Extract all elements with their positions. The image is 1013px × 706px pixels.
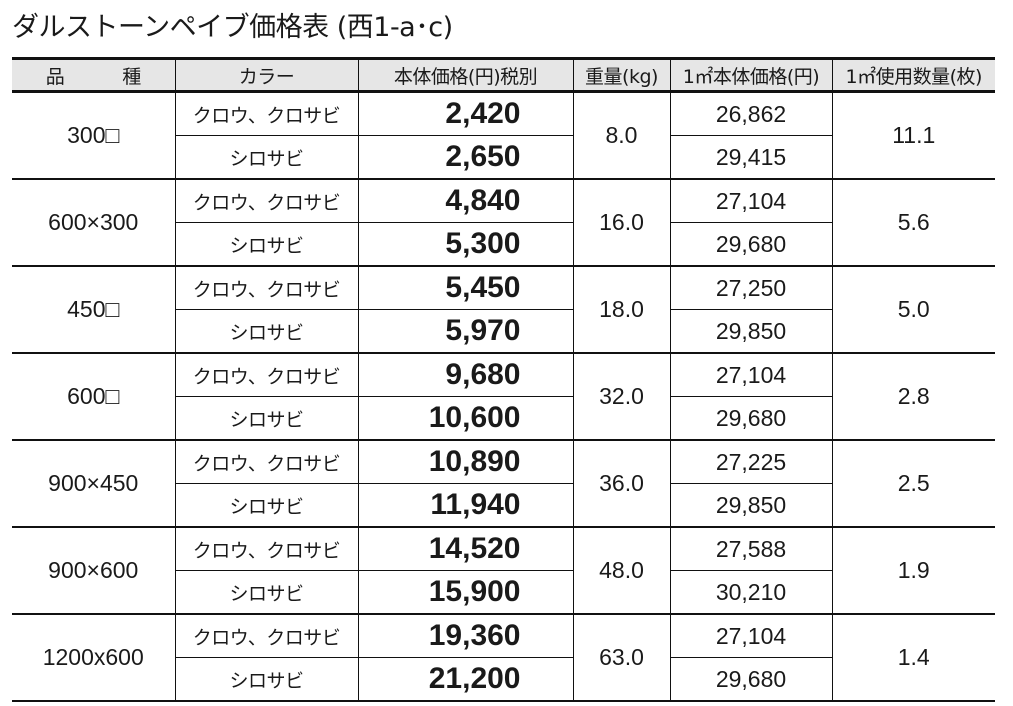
table-row: 450□ クロウ、クロサビ 5,450 18.0 27,250 5.0 <box>12 266 995 354</box>
m2-qty-cell: 1.4 <box>831 614 995 702</box>
header-product-part1: 品 <box>45 65 65 88</box>
price-cell: 5,970 <box>357 309 573 354</box>
product-cell: 600□ <box>12 353 175 441</box>
m2-price-cell: 29,680 <box>669 222 832 267</box>
weight-cell: 48.0 <box>572 527 670 615</box>
header-m2-price: 1㎡本体価格(円) <box>669 57 832 93</box>
header-product: 品種 <box>12 57 175 93</box>
m2-qty-cell: 5.6 <box>831 179 995 267</box>
m2-price-cell: 30,210 <box>669 570 832 615</box>
m2-price-cell: 27,104 <box>669 179 832 223</box>
color-cell: シロサビ <box>174 657 358 702</box>
weight-cell: 32.0 <box>572 353 670 441</box>
color-cell: シロサビ <box>174 483 358 528</box>
m2-price-cell: 27,250 <box>669 266 832 310</box>
color-cell: クロウ、クロサビ <box>174 353 358 397</box>
price-cell: 14,520 <box>357 527 573 571</box>
price-cell: 2,650 <box>357 135 573 180</box>
price-cell: 15,900 <box>357 570 573 615</box>
table-row: シロサビ 2,650 29,415 <box>12 135 995 180</box>
table-row: 900×600 クロウ、クロサビ 14,520 48.0 27,588 1.9 <box>12 527 995 615</box>
header-weight: 重量(kg) <box>572 57 670 93</box>
m2-price-cell: 29,850 <box>669 483 832 528</box>
table-row: シロサビ 10,600 29,680 <box>12 396 995 441</box>
price-cell: 4,840 <box>357 179 573 223</box>
table-row: 600□ クロウ、クロサビ 9,680 32.0 27,104 2.8 <box>12 353 995 441</box>
table-row: 600×300 クロウ、クロサビ 4,840 16.0 27,104 5.6 <box>12 179 995 267</box>
color-cell: クロウ、クロサビ <box>174 266 358 310</box>
table-body: 300□ クロウ、クロサビ 2,420 8.0 26,862 11.1 シロサビ… <box>12 91 995 702</box>
m2-qty-cell: 2.5 <box>831 440 995 528</box>
header-color: カラー <box>174 57 358 93</box>
m2-price-cell: 26,862 <box>669 91 832 136</box>
header-m2-qty: 1㎡使用数量(枚) <box>831 57 995 93</box>
color-cell: クロウ、クロサビ <box>174 614 358 658</box>
m2-qty-cell: 1.9 <box>831 527 995 615</box>
price-table: 品種 カラー 本体価格(円)税別 重量(kg) 1㎡本体価格(円) 1㎡使用数量… <box>12 57 995 702</box>
m2-price-cell: 29,415 <box>669 135 832 180</box>
color-cell: シロサビ <box>174 309 358 354</box>
table-row: 900×450 クロウ、クロサビ 10,890 36.0 27,225 2.5 <box>12 440 995 528</box>
price-cell: 9,680 <box>357 353 573 397</box>
color-cell: シロサビ <box>174 135 358 180</box>
color-cell: シロサビ <box>174 570 358 615</box>
table-row: シロサビ 11,940 29,850 <box>12 483 995 528</box>
m2-price-cell: 29,850 <box>669 309 832 354</box>
m2-price-cell: 27,104 <box>669 614 832 658</box>
m2-qty-cell: 5.0 <box>831 266 995 354</box>
weight-cell: 63.0 <box>572 614 670 702</box>
price-cell: 10,890 <box>357 440 573 484</box>
product-cell: 1200x600 <box>12 614 175 702</box>
m2-price-cell: 27,225 <box>669 440 832 484</box>
price-cell: 5,450 <box>357 266 573 310</box>
product-cell: 300□ <box>12 91 175 180</box>
weight-cell: 18.0 <box>572 266 670 354</box>
product-cell: 450□ <box>12 266 175 354</box>
color-cell: クロウ、クロサビ <box>174 91 358 136</box>
table-row: シロサビ 5,300 29,680 <box>12 222 995 267</box>
weight-cell: 16.0 <box>572 179 670 267</box>
m2-qty-cell: 11.1 <box>831 91 995 180</box>
color-cell: シロサビ <box>174 222 358 267</box>
m2-price-cell: 29,680 <box>669 396 832 441</box>
table-row: シロサビ 5,970 29,850 <box>12 309 995 354</box>
weight-cell: 8.0 <box>572 91 670 180</box>
color-cell: シロサビ <box>174 396 358 441</box>
m2-qty-cell: 2.8 <box>831 353 995 441</box>
color-cell: クロウ、クロサビ <box>174 440 358 484</box>
m2-price-cell: 27,588 <box>669 527 832 571</box>
product-cell: 900×600 <box>12 527 175 615</box>
price-cell: 21,200 <box>357 657 573 702</box>
product-cell: 600×300 <box>12 179 175 267</box>
header-price: 本体価格(円)税別 <box>357 57 573 93</box>
color-cell: クロウ、クロサビ <box>174 179 358 223</box>
table-row: シロサビ 15,900 30,210 <box>12 570 995 615</box>
table-row: 1200x600 クロウ、クロサビ 19,360 63.0 27,104 1.4 <box>12 614 995 702</box>
price-cell: 5,300 <box>357 222 573 267</box>
page-title: ダルストーンペイブ価格表 (西1-a･c) <box>12 12 453 43</box>
price-cell: 10,600 <box>357 396 573 441</box>
color-cell: クロウ、クロサビ <box>174 527 358 571</box>
price-cell: 2,420 <box>357 91 573 136</box>
product-cell: 900×450 <box>12 440 175 528</box>
table-header-row: 品種 カラー 本体価格(円)税別 重量(kg) 1㎡本体価格(円) 1㎡使用数量… <box>12 57 995 93</box>
header-product-part2: 種 <box>122 65 141 88</box>
price-cell: 11,940 <box>357 483 573 528</box>
table-row: 300□ クロウ、クロサビ 2,420 8.0 26,862 11.1 <box>12 91 995 180</box>
table-row: シロサビ 21,200 29,680 <box>12 657 995 702</box>
price-cell: 19,360 <box>357 614 573 658</box>
m2-price-cell: 27,104 <box>669 353 832 397</box>
weight-cell: 36.0 <box>572 440 670 528</box>
m2-price-cell: 29,680 <box>669 657 832 702</box>
